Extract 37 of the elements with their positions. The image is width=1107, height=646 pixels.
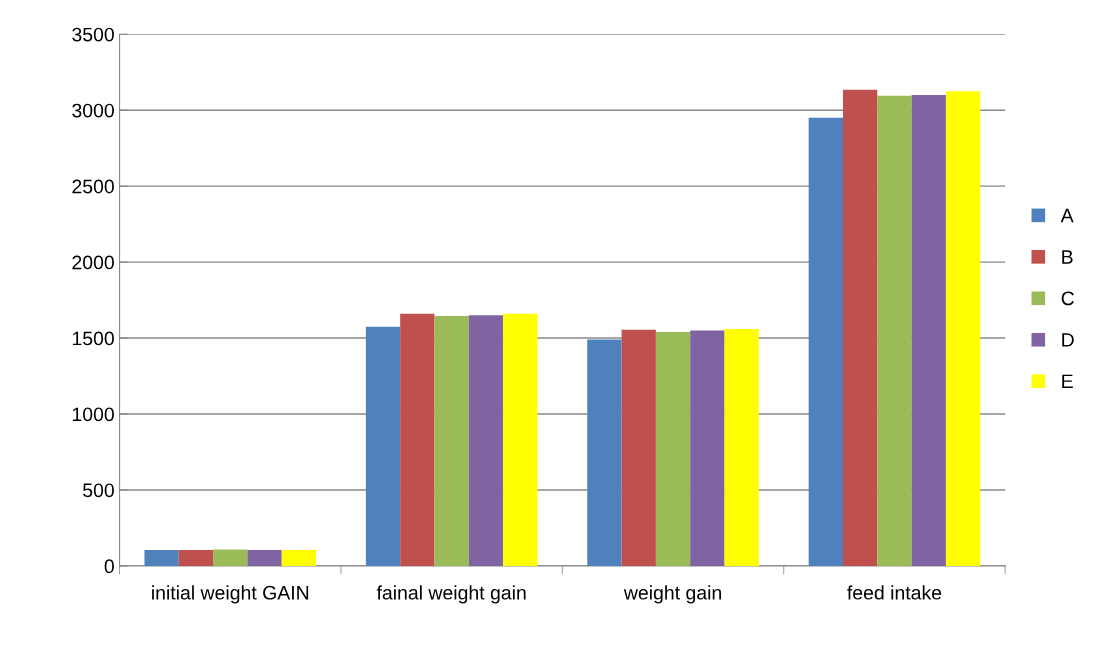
bar — [877, 95, 912, 566]
y-tick-label: 3000 — [72, 103, 114, 118]
y-tick-label: 2500 — [72, 179, 114, 194]
bar — [587, 339, 622, 566]
bar — [434, 316, 469, 566]
y-tick-label: 500 — [83, 483, 114, 498]
bar — [178, 549, 214, 566]
legend-label: B — [1062, 250, 1073, 264]
legend-label: E — [1062, 374, 1073, 389]
x-tick-label: weight gain — [623, 585, 721, 604]
bar — [144, 549, 179, 566]
y-tick-label: 0 — [104, 559, 114, 574]
legend-label: A — [1060, 208, 1074, 223]
bar — [281, 550, 317, 566]
bar — [621, 329, 656, 566]
bar — [365, 326, 401, 566]
bar — [945, 91, 981, 566]
bar — [655, 331, 691, 566]
bar — [842, 89, 878, 566]
legend-label: C — [1061, 291, 1074, 306]
bar — [503, 313, 538, 566]
y-tick-label: 1500 — [72, 331, 114, 346]
bar — [400, 313, 435, 566]
bar — [690, 330, 725, 566]
y-tick-label: 2000 — [72, 255, 114, 270]
x-tick-label: feed intake — [847, 585, 942, 600]
bar — [724, 328, 759, 566]
legend-label: D — [1062, 333, 1074, 347]
bar — [911, 95, 946, 566]
bar — [468, 315, 504, 566]
y-tick-label: 1000 — [72, 407, 114, 422]
y-tick-label: 3500 — [72, 27, 114, 42]
x-tick-label: fainal weight gain — [376, 585, 526, 604]
bar — [213, 549, 248, 566]
bar — [808, 117, 843, 566]
bar — [247, 550, 282, 566]
x-tick-label: initial weight GAIN — [152, 585, 309, 604]
